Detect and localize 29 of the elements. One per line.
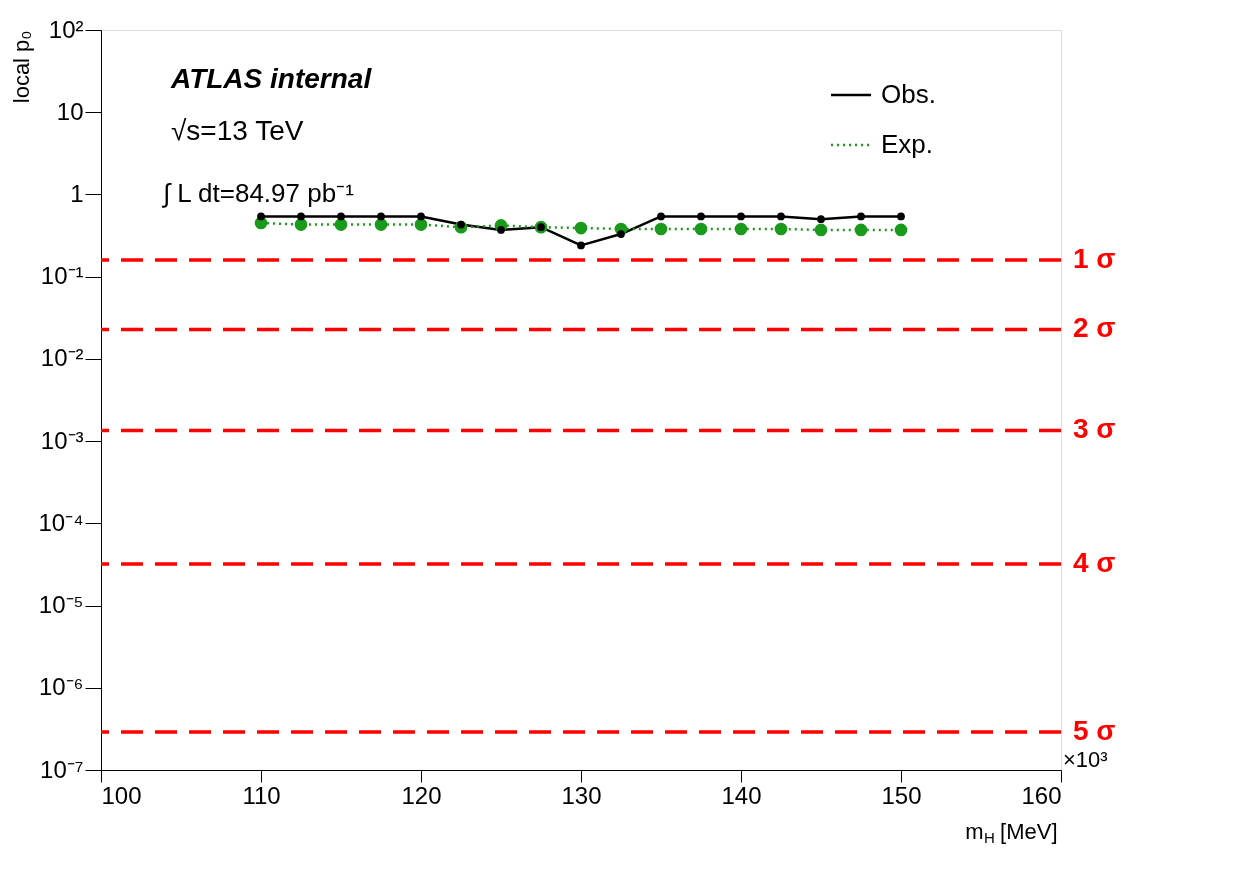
ref-line-label: 2 σ: [1073, 312, 1116, 344]
annotation: ∫ L dt=84.97 pb⁻¹: [161, 178, 355, 208]
x-tick-label: 130: [561, 781, 602, 809]
legend-label: Exp.: [881, 129, 934, 159]
annotation: √s=13 TeV: [171, 115, 304, 146]
y-tick-label: 10⁻⁴: [38, 508, 84, 536]
ref-line-label: 5 σ: [1073, 714, 1116, 746]
y-axis-title: local p₀: [9, 30, 35, 104]
y-tick-label: 10⁻⁶: [38, 673, 84, 701]
annotation: ATLAS internal: [170, 63, 373, 94]
text: ×10³: [1063, 747, 1108, 772]
ref-line-label: 3 σ: [1073, 413, 1116, 445]
x-tick-label: 150: [881, 781, 922, 809]
y-tick-label: 1: [70, 179, 84, 207]
y-tick-label: 10⁻⁷: [40, 755, 84, 783]
y-tick-label: 10⁻³: [40, 426, 84, 454]
ref-line-label: 4 σ: [1073, 547, 1116, 579]
x-tick-label: 160: [1021, 781, 1062, 809]
y-tick-label: 10⁻²: [40, 344, 84, 372]
x-tick-label: 120: [401, 781, 442, 809]
y-tick-label: 10⁻⁵: [38, 591, 84, 619]
ref-line-label: 1 σ: [1073, 243, 1116, 275]
legend-label: Obs.: [881, 79, 936, 109]
y-tick-label: 10⁻¹: [40, 262, 84, 290]
y-tick-label: 10: [56, 97, 84, 125]
x-tick-label: 140: [721, 781, 762, 809]
x-tick-label: 110: [242, 781, 281, 809]
x-tick-label: 100: [101, 781, 142, 809]
y-tick-label: 10²: [48, 15, 84, 43]
